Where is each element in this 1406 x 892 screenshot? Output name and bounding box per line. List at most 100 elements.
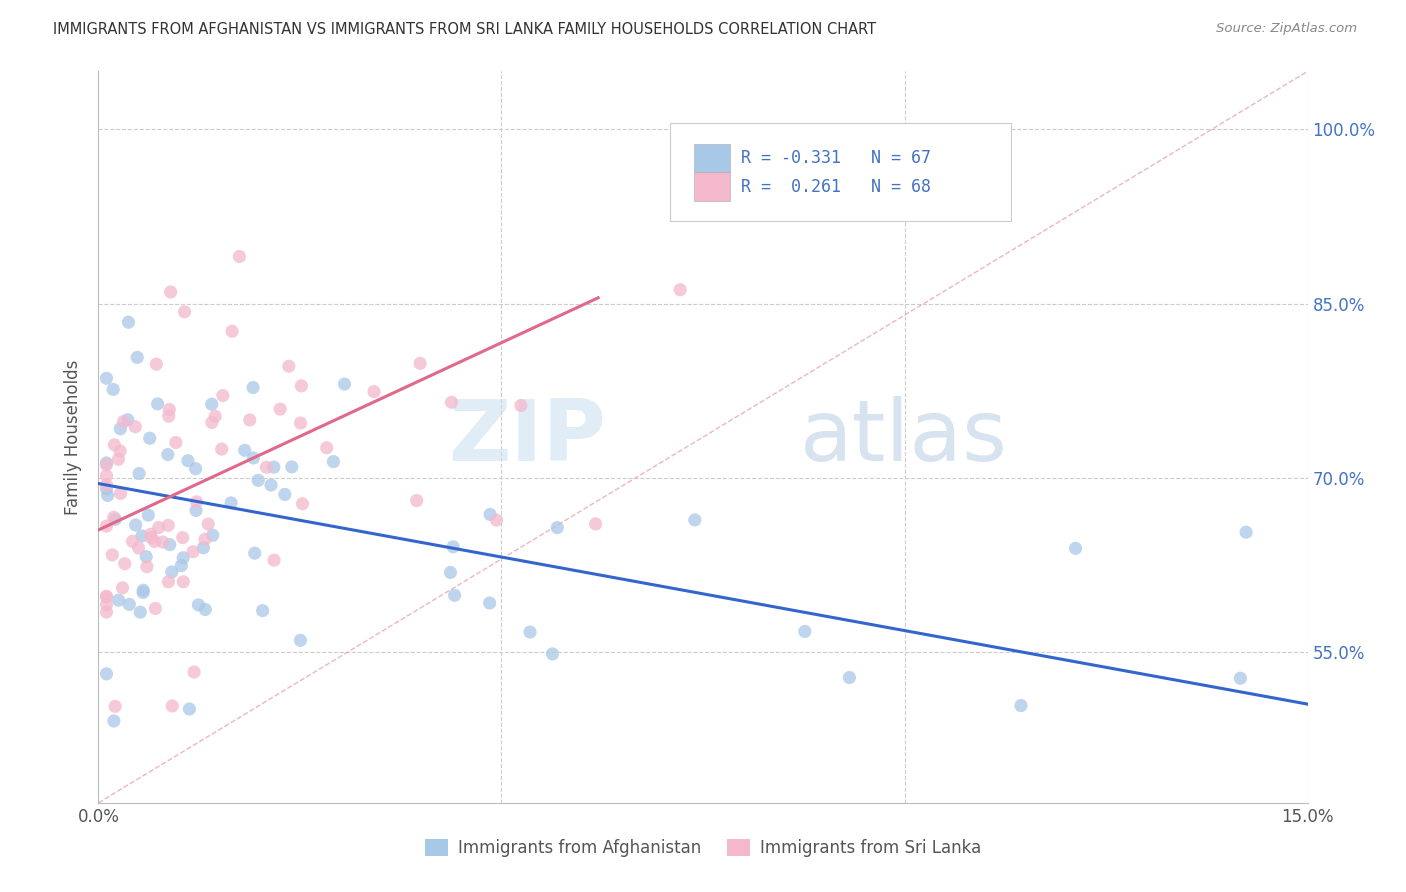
Point xyxy=(148,520,170,534)
Point xyxy=(409,356,432,370)
Point xyxy=(96,605,118,619)
Point xyxy=(139,527,162,541)
Point xyxy=(107,452,129,467)
Point xyxy=(107,593,129,607)
Point xyxy=(193,541,215,555)
Point xyxy=(121,534,143,549)
Text: R =  0.261   N = 68: R = 0.261 N = 68 xyxy=(741,178,931,195)
Text: IMMIGRANTS FROM AFGHANISTAN VS IMMIGRANTS FROM SRI LANKA FAMILY HOUSEHOLDS CORRE: IMMIGRANTS FROM AFGHANISTAN VS IMMIGRANT… xyxy=(53,22,876,37)
Point xyxy=(138,431,160,445)
Point xyxy=(683,513,706,527)
Point xyxy=(172,574,194,589)
Point xyxy=(136,508,159,522)
Point xyxy=(145,601,167,615)
Point xyxy=(277,359,299,374)
Point xyxy=(211,442,233,456)
Point xyxy=(117,413,139,427)
Point xyxy=(252,604,274,618)
Point xyxy=(96,589,118,603)
Point xyxy=(179,702,201,716)
Point xyxy=(152,535,174,549)
Point xyxy=(124,518,146,533)
Point xyxy=(204,409,226,424)
Text: R = -0.331   N = 67: R = -0.331 N = 67 xyxy=(741,149,931,167)
Point xyxy=(793,624,815,639)
Point xyxy=(146,397,169,411)
Point xyxy=(110,486,132,500)
Text: ZIP: ZIP xyxy=(449,395,606,479)
Point xyxy=(838,671,860,685)
Point xyxy=(274,487,297,501)
Point xyxy=(333,377,356,392)
Point xyxy=(145,357,167,371)
Point xyxy=(269,402,291,417)
Point xyxy=(96,666,118,681)
Point xyxy=(170,558,193,573)
Point xyxy=(114,557,136,571)
Point xyxy=(103,438,125,452)
Point xyxy=(247,473,270,487)
Point xyxy=(181,545,204,559)
Point xyxy=(128,541,150,555)
Point xyxy=(96,478,118,492)
Point xyxy=(219,496,242,510)
Point xyxy=(1010,698,1032,713)
Point xyxy=(177,453,200,467)
Point xyxy=(143,534,166,549)
Point xyxy=(131,529,153,543)
Point xyxy=(157,409,180,424)
Point xyxy=(135,549,157,564)
Point xyxy=(101,548,124,562)
Point xyxy=(197,517,219,532)
Point xyxy=(363,384,385,399)
Point xyxy=(96,590,118,604)
Point xyxy=(103,510,125,524)
Point xyxy=(1229,671,1251,685)
Point xyxy=(221,324,243,338)
Point xyxy=(127,351,149,365)
Point xyxy=(290,379,312,393)
Point xyxy=(159,285,181,299)
Point xyxy=(260,478,283,492)
Point xyxy=(243,546,266,560)
Point xyxy=(194,602,217,616)
Point xyxy=(1064,541,1087,556)
Point xyxy=(108,444,131,458)
Point xyxy=(1234,525,1257,540)
Point xyxy=(263,553,285,567)
Point xyxy=(160,698,183,713)
Y-axis label: Family Households: Family Households xyxy=(65,359,83,515)
Point xyxy=(731,134,754,148)
Point xyxy=(117,315,139,329)
Point xyxy=(110,422,132,436)
Point xyxy=(132,583,155,598)
Point xyxy=(291,497,314,511)
Point xyxy=(211,388,233,402)
Legend: Immigrants from Afghanistan, Immigrants from Sri Lanka: Immigrants from Afghanistan, Immigrants … xyxy=(418,832,988,864)
Point xyxy=(194,533,217,547)
Point xyxy=(136,559,159,574)
Point xyxy=(96,482,118,496)
Point xyxy=(112,415,135,429)
Point xyxy=(242,450,264,465)
Point xyxy=(96,458,118,472)
Point xyxy=(441,540,464,554)
Point xyxy=(315,441,337,455)
Point xyxy=(509,399,531,413)
Point xyxy=(157,518,180,533)
Point xyxy=(104,512,127,526)
Point xyxy=(132,585,155,599)
Point xyxy=(97,488,120,502)
Point xyxy=(201,397,224,411)
Point xyxy=(128,467,150,481)
Point xyxy=(104,699,127,714)
Point xyxy=(669,283,692,297)
Point xyxy=(172,531,194,545)
Point xyxy=(478,596,501,610)
Point xyxy=(96,519,118,533)
Point xyxy=(187,598,209,612)
Point xyxy=(585,516,607,531)
Point xyxy=(157,574,180,589)
Point xyxy=(228,250,250,264)
Point xyxy=(156,448,179,462)
